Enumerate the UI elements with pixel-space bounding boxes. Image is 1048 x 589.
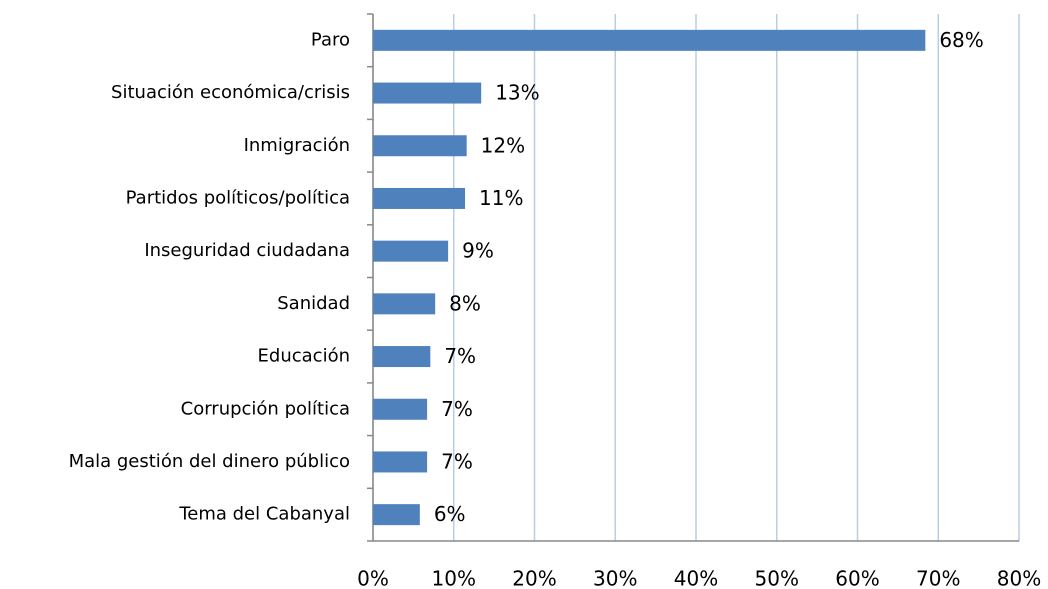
y-tick-label: Situación económica/crisis <box>111 82 350 103</box>
bar <box>373 346 431 368</box>
x-tick-label: 40% <box>674 567 718 589</box>
x-tick-label: 10% <box>432 567 476 589</box>
bar <box>373 293 436 315</box>
value-label: 13% <box>495 81 539 105</box>
value-label: 68% <box>939 28 983 52</box>
value-label: 11% <box>479 186 523 210</box>
value-label: 7% <box>441 449 473 473</box>
value-label: 8% <box>449 291 481 315</box>
bar <box>373 504 420 526</box>
y-tick-label: Mala gestión del dinero público <box>69 451 350 472</box>
x-tick-label: 20% <box>512 567 556 589</box>
x-tick-label: 50% <box>755 567 799 589</box>
y-tick-label: Paro <box>311 29 350 50</box>
x-tick-label: 70% <box>916 567 960 589</box>
value-label: 9% <box>462 239 494 263</box>
value-label: 12% <box>481 133 525 157</box>
y-tick-label: Corrupción política <box>181 398 350 419</box>
value-label: 7% <box>441 397 473 421</box>
value-label: 6% <box>434 502 466 526</box>
bar <box>373 240 449 262</box>
bar <box>373 451 428 473</box>
y-tick-label: Tema del Cabanyal <box>178 504 350 525</box>
x-tick-label: 60% <box>835 567 879 589</box>
bar <box>373 29 926 51</box>
y-tick-label: Educación <box>258 346 350 367</box>
x-tick-label: 30% <box>593 567 637 589</box>
bar <box>373 135 467 157</box>
bar <box>373 398 428 420</box>
y-tick-label: Partidos políticos/política <box>126 187 350 208</box>
y-tick-label: Sanidad <box>277 293 350 314</box>
x-tick-label: 80% <box>997 567 1041 589</box>
bar <box>373 187 466 209</box>
y-tick-label: Inmigración <box>244 135 350 156</box>
value-label: 7% <box>444 344 476 368</box>
x-tick-label: 0% <box>357 567 389 589</box>
y-tick-label: Inseguridad ciudadana <box>144 240 350 261</box>
bar <box>373 82 482 104</box>
